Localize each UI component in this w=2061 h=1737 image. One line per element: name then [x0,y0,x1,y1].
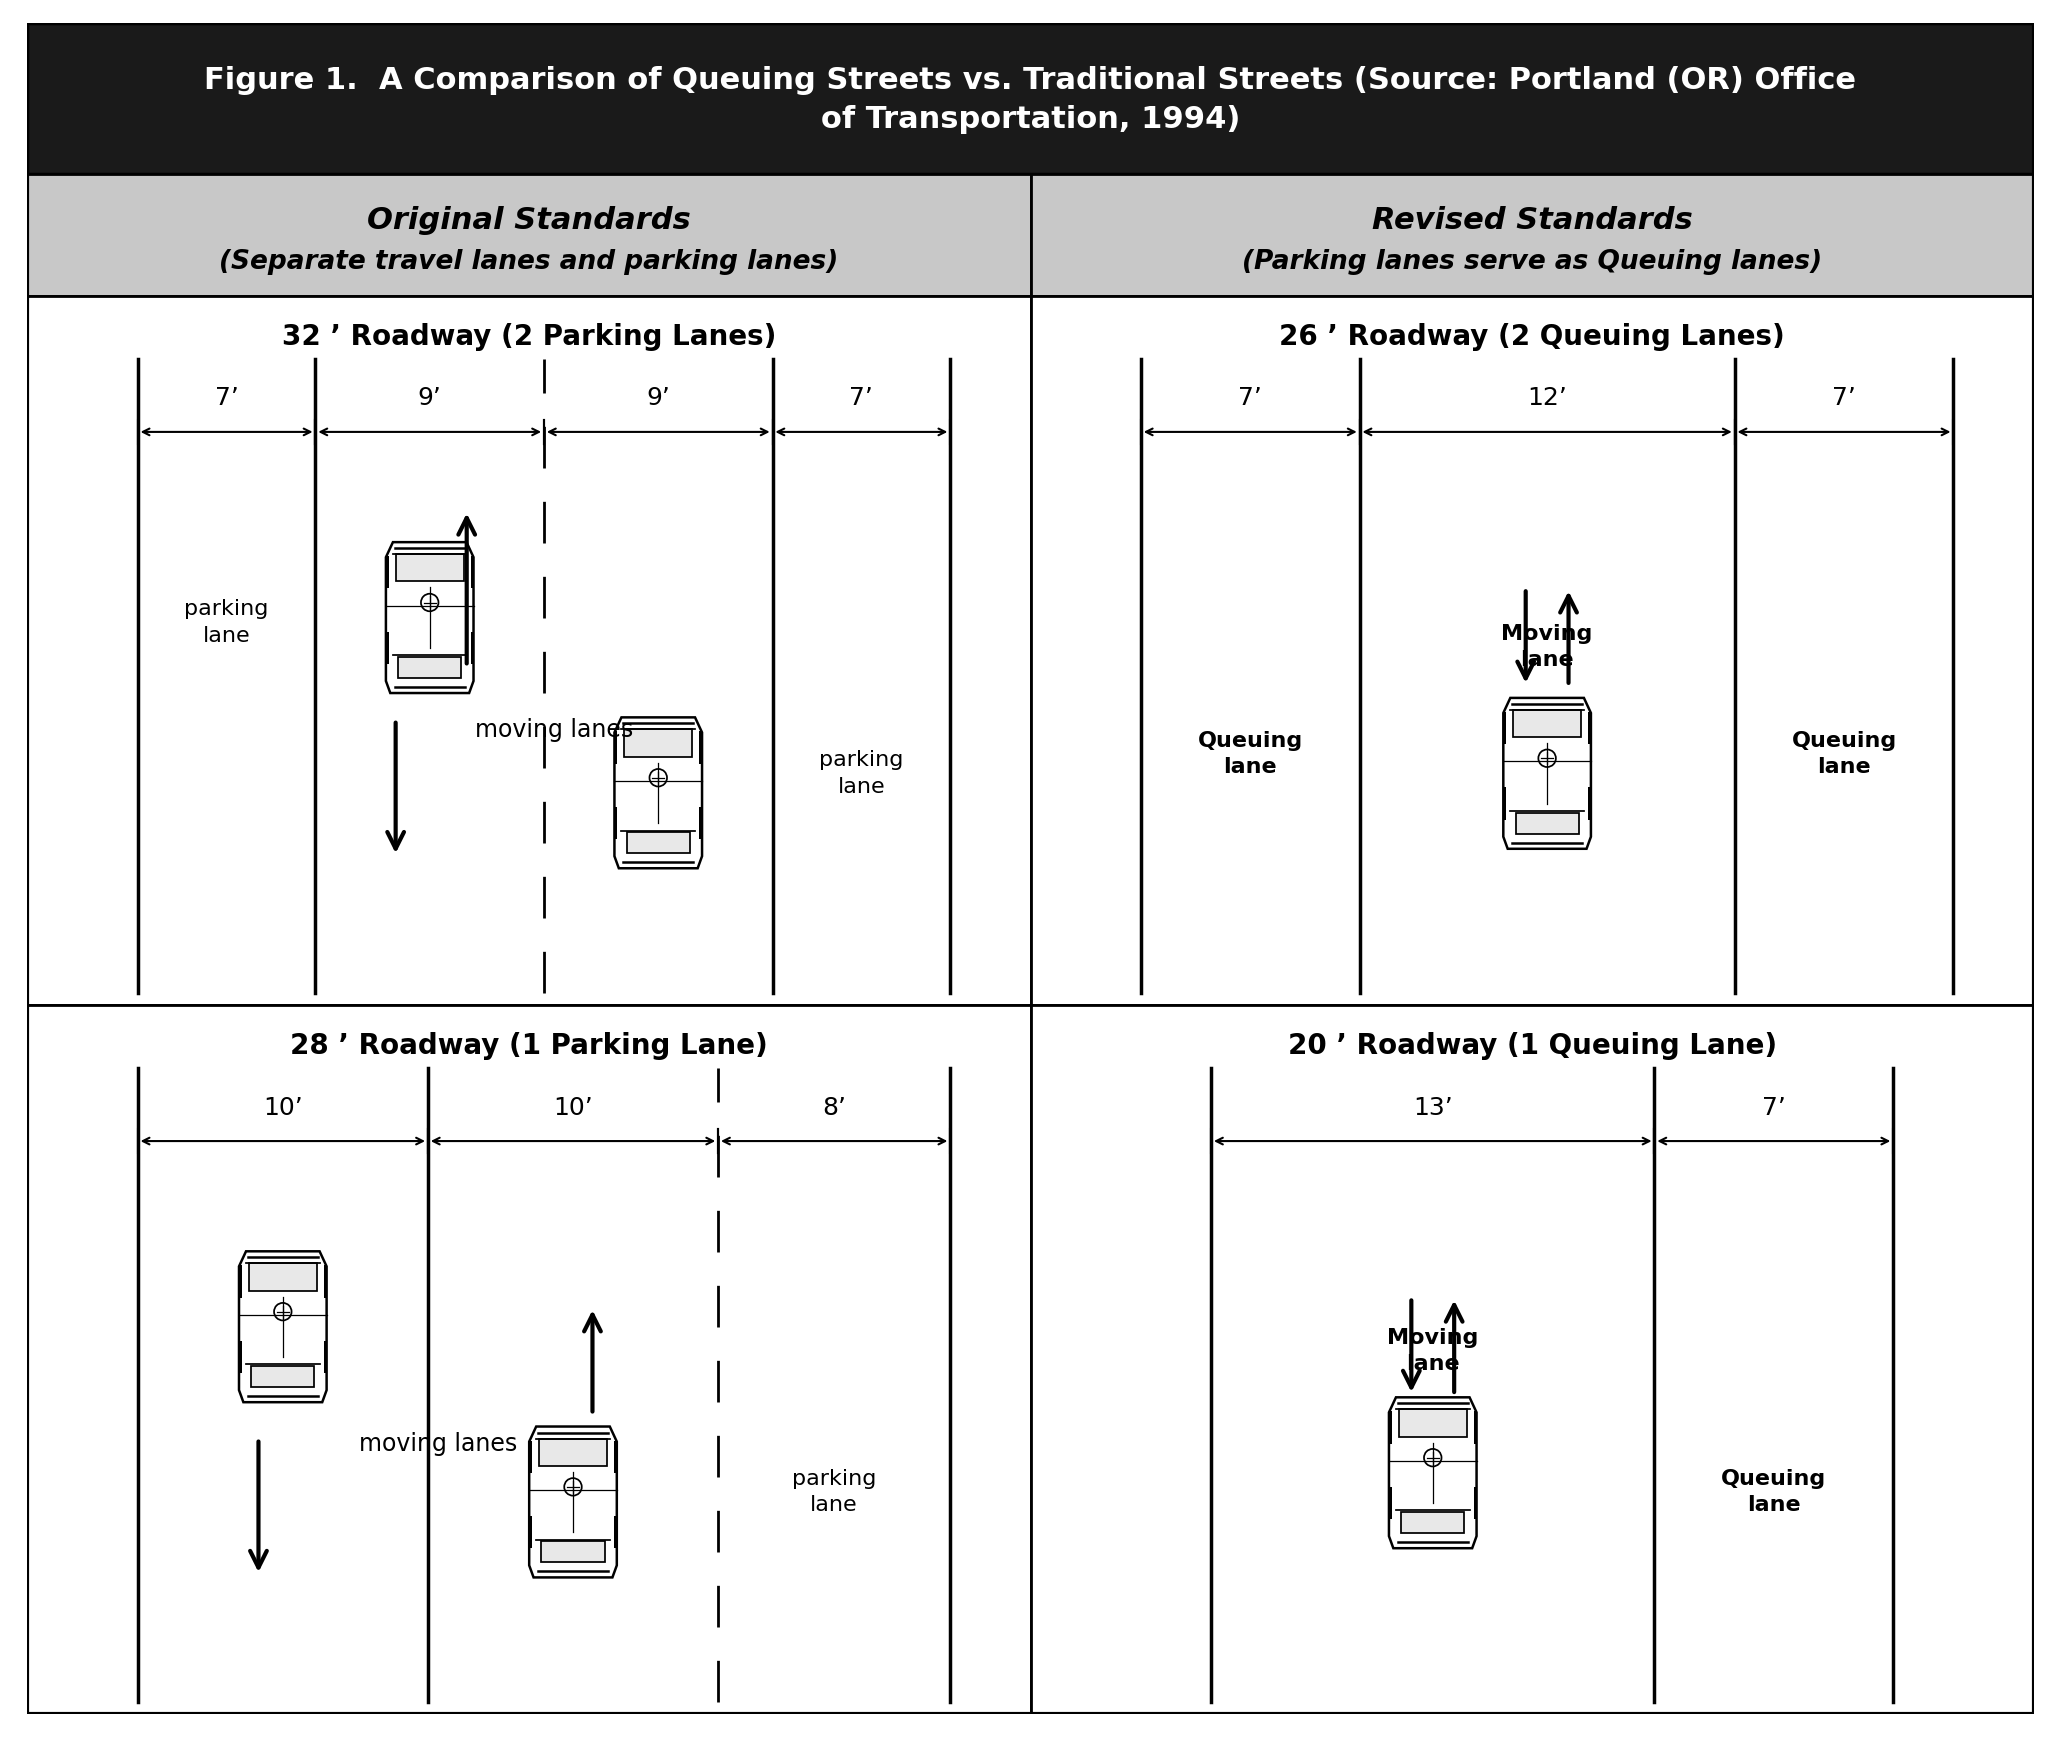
Text: 7’: 7’ [849,387,874,410]
Bar [27,1004,1030,1714]
Text: 8’: 8’ [822,1096,847,1120]
Text: moving lanes: moving lanes [474,717,633,742]
Text: (Separate travel lanes and parking lanes): (Separate travel lanes and parking lanes… [218,248,839,274]
Text: 20 ’ Roadway (1 Queuing Lane): 20 ’ Roadway (1 Queuing Lane) [1288,1032,1777,1060]
Bar [542,1541,604,1562]
Text: Revised Standards: Revised Standards [1373,205,1692,234]
Polygon shape [1389,1397,1476,1548]
Text: 10’: 10’ [552,1096,594,1120]
Text: 7’: 7’ [1832,387,1857,410]
Text: 7’: 7’ [214,387,239,410]
Bar [27,23,2034,174]
Bar [1515,813,1579,834]
Bar [538,1438,608,1466]
Bar [27,295,1030,1004]
Bar [1399,1409,1467,1436]
Bar [27,174,1030,295]
Bar [1401,1511,1463,1534]
Text: Original Standards: Original Standards [367,205,690,234]
Text: Moving
lane: Moving lane [1387,1327,1478,1374]
Text: 26 ’ Roadway (2 Queuing Lanes): 26 ’ Roadway (2 Queuing Lanes) [1280,323,1785,351]
Text: Queuing
lane: Queuing lane [1791,731,1896,776]
Polygon shape [239,1251,326,1402]
Polygon shape [1502,698,1591,849]
Text: 7’: 7’ [1239,387,1261,410]
Text: 9’: 9’ [418,387,441,410]
Text: of Transportation, 1994): of Transportation, 1994) [820,106,1241,134]
Text: 32 ’ Roadway (2 Parking Lanes): 32 ’ Roadway (2 Parking Lanes) [282,323,777,351]
Text: parking
lane: parking lane [791,1470,876,1515]
Polygon shape [530,1426,616,1577]
Bar [1030,174,2034,295]
Text: 10’: 10’ [264,1096,303,1120]
Bar [627,832,690,853]
Bar [1030,1004,2034,1714]
Bar [1513,710,1581,736]
Bar [398,657,462,677]
Text: Queuing
lane: Queuing lane [1721,1470,1826,1515]
Bar [1030,295,2034,1004]
Text: Figure 1.  A Comparison of Queuing Streets vs. Traditional Streets (Source: Port: Figure 1. A Comparison of Queuing Street… [204,66,1857,96]
Text: parking
lane: parking lane [818,750,903,797]
Bar [251,1365,315,1388]
Bar [249,1263,317,1291]
Text: 13’: 13’ [1414,1096,1453,1120]
Text: (Parking lanes serve as Queuing lanes): (Parking lanes serve as Queuing lanes) [1243,248,1822,274]
Text: Queuing
lane: Queuing lane [1197,731,1303,776]
Bar [624,730,692,757]
Bar [396,554,464,582]
Text: 28 ’ Roadway (1 Parking Lane): 28 ’ Roadway (1 Parking Lane) [291,1032,769,1060]
Text: parking
lane: parking lane [183,599,268,646]
Text: 9’: 9’ [647,387,670,410]
Text: moving lanes: moving lanes [359,1431,517,1456]
Text: Moving
lane: Moving lane [1500,624,1593,670]
Polygon shape [385,542,474,693]
Text: 12’: 12’ [1527,387,1566,410]
Polygon shape [614,717,703,868]
Text: 7’: 7’ [1762,1096,1785,1120]
